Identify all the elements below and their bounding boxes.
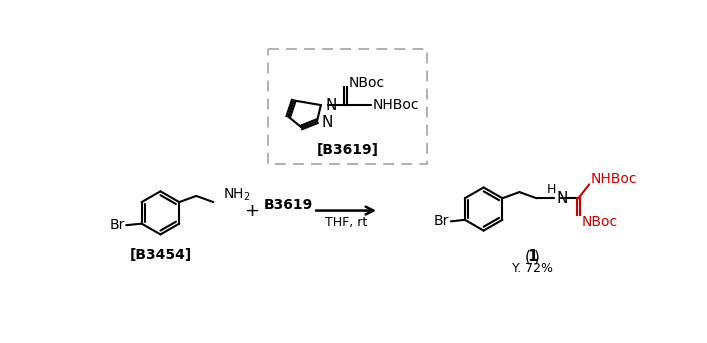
Text: THF, rt: THF, rt [325,216,368,229]
Text: H: H [547,183,556,196]
Text: NHBoc: NHBoc [591,172,637,186]
Text: NH$_2$: NH$_2$ [223,187,251,203]
Bar [268,49,427,164]
Text: (: ( [525,249,531,264]
Text: Y. 72%: Y. 72% [512,262,553,275]
Text: N: N [322,115,333,130]
Text: NBoc: NBoc [581,215,618,229]
Text: ): ) [534,249,540,264]
Text: Br: Br [434,214,450,228]
Text: N: N [556,191,568,206]
Text: [B3619]: [B3619] [317,143,379,157]
Text: [B3454]: [B3454] [129,248,192,262]
Text: Br: Br [110,218,124,232]
Text: NBoc: NBoc [349,76,385,90]
Text: B3619: B3619 [264,198,313,212]
Text: 1: 1 [527,249,538,264]
Text: +: + [244,202,259,220]
Text: NHBoc: NHBoc [373,98,419,112]
Text: N: N [325,97,337,113]
